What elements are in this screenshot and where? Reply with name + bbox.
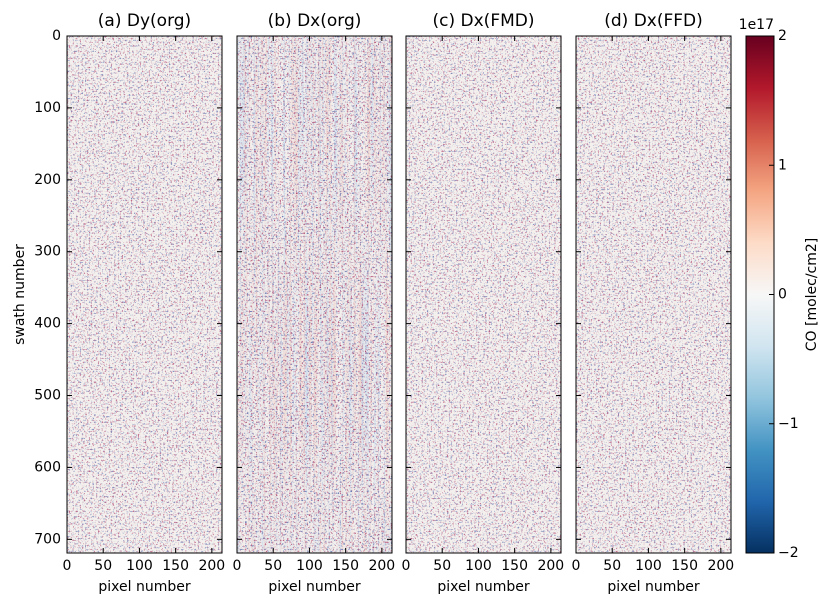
x-tick-label: 150 xyxy=(162,558,189,574)
heatmap-speckle xyxy=(237,36,392,553)
heatmap-speckle xyxy=(67,36,222,553)
x-tick-label: 200 xyxy=(537,558,564,574)
x-tick-label: 150 xyxy=(332,558,359,574)
colorbar-tick-label: −1 xyxy=(778,416,799,432)
colorbar-tick-label: 2 xyxy=(778,28,787,44)
panel-frame xyxy=(236,35,393,554)
y-tick-label: 400 xyxy=(34,316,61,332)
y-tick-label: 100 xyxy=(34,100,61,116)
y-tick-label: 600 xyxy=(34,459,61,475)
panel-frame xyxy=(405,35,562,554)
heatmap-speckle xyxy=(406,36,561,553)
y-axis-label: swath number xyxy=(12,244,28,345)
x-tick-label: 50 xyxy=(94,558,112,574)
y-tick-label: 300 xyxy=(34,244,61,260)
panel-title: (a) Dy(org) xyxy=(98,11,191,31)
x-tick-label: 200 xyxy=(368,558,395,574)
panel-frame xyxy=(66,35,223,554)
x-tick-label: 50 xyxy=(603,558,621,574)
x-axis-label: pixel number xyxy=(437,579,529,595)
x-axis-label: pixel number xyxy=(98,579,190,595)
x-tick-label: 0 xyxy=(233,558,242,574)
x-tick-label: 100 xyxy=(465,558,492,574)
x-tick-label: 50 xyxy=(433,558,451,574)
x-tick-label: 0 xyxy=(572,558,581,574)
colorbar-label: CO [molec/cm2] xyxy=(804,238,820,352)
panel-title: (c) Dx(FMD) xyxy=(433,11,535,31)
y-tick-label: 200 xyxy=(34,172,61,188)
x-axis-label: pixel number xyxy=(607,579,699,595)
y-tick-label: 500 xyxy=(34,388,61,404)
x-axis-label: pixel number xyxy=(268,579,360,595)
panel-title: (d) Dx(FFD) xyxy=(604,11,703,31)
x-tick-label: 0 xyxy=(402,558,411,574)
panel-title: (b) Dx(org) xyxy=(268,11,362,31)
x-tick-label: 100 xyxy=(126,558,153,574)
x-tick-label: 150 xyxy=(501,558,528,574)
heatmap-speckle xyxy=(576,36,731,553)
colorbar-tick-label: 1 xyxy=(778,157,787,173)
x-tick-label: 100 xyxy=(635,558,662,574)
colorbar-offset-label: 1e17 xyxy=(739,17,774,33)
colorbar-tick-label: −2 xyxy=(778,545,799,561)
colorbar-tick-label: 0 xyxy=(778,287,787,303)
x-tick-label: 150 xyxy=(671,558,698,574)
y-tick-label: 0 xyxy=(52,28,61,44)
panel-frame xyxy=(575,35,732,554)
x-tick-label: 50 xyxy=(264,558,282,574)
x-tick-label: 0 xyxy=(63,558,72,574)
x-tick-label: 200 xyxy=(198,558,225,574)
x-tick-label: 200 xyxy=(707,558,734,574)
y-tick-label: 700 xyxy=(34,531,61,547)
x-tick-label: 100 xyxy=(296,558,323,574)
